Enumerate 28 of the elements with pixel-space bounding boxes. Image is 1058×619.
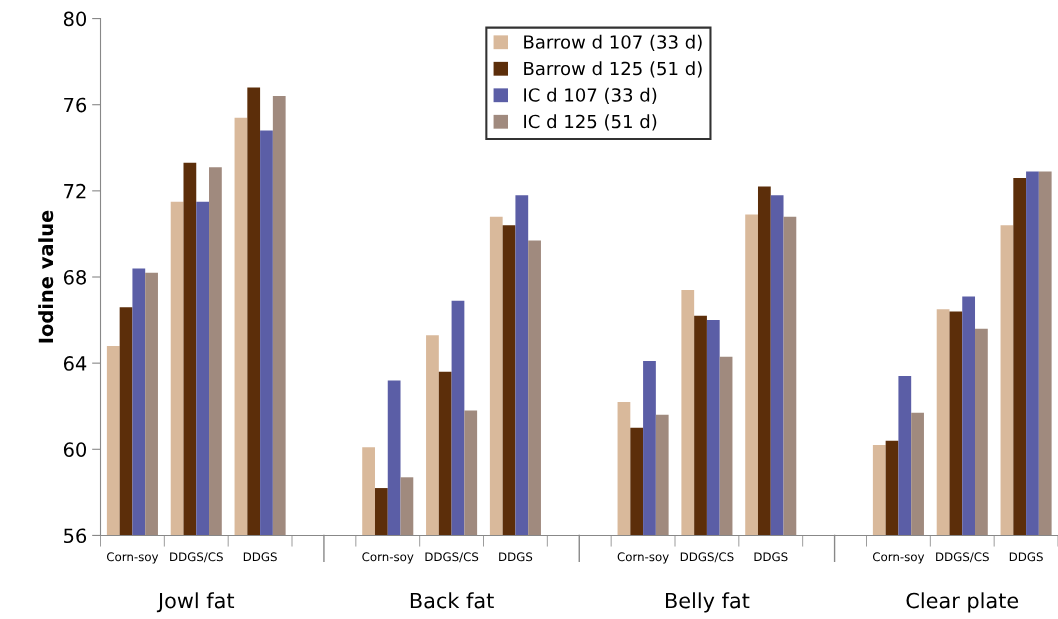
x-tick-label: DDGS/CS (425, 552, 479, 563)
x-tick-label: DDGS (243, 552, 277, 562)
y-tick-label: 80 (63, 11, 87, 27)
x-tick-label: DDGS (1009, 552, 1043, 562)
y-axis-title: Iodine value (38, 210, 54, 343)
x-tick-label: Corn-soy (617, 552, 669, 564)
y-tick-label: 76 (64, 97, 87, 113)
y-tick-label: 60 (63, 442, 87, 457)
legend-label: Barrow d 107 (33 d) (524, 34, 702, 51)
legend-label: Barrow d 125 (51 d) (524, 61, 702, 78)
x-tick-label: DDGS (754, 552, 788, 562)
legend-label: IC d 107 (33 d) (524, 87, 657, 104)
y-tick-label: 56 (64, 528, 87, 544)
x-tick-label: DDGS (499, 552, 533, 562)
y-tick-label: 64 (63, 356, 87, 371)
y-tick-label: 72 (64, 183, 86, 199)
x-tick-label: Corn-soy (106, 552, 159, 564)
text: Clear plate (906, 592, 1019, 613)
y-tick-label: 68 (63, 269, 86, 285)
text: Belly fat (666, 592, 750, 613)
x-tick-label: DDGS/CS (936, 552, 989, 563)
x-tick-label: Corn-soy (362, 552, 414, 564)
text: Jowl fat (156, 592, 235, 613)
x-tick-label: DDGS/CS (680, 552, 734, 563)
legend-label: IC d 125 (51 d) (524, 114, 657, 131)
x-tick-label: Corn-soy (872, 552, 925, 564)
text: Back fat (410, 592, 494, 609)
x-tick-label: DDGS/CS (170, 552, 223, 563)
